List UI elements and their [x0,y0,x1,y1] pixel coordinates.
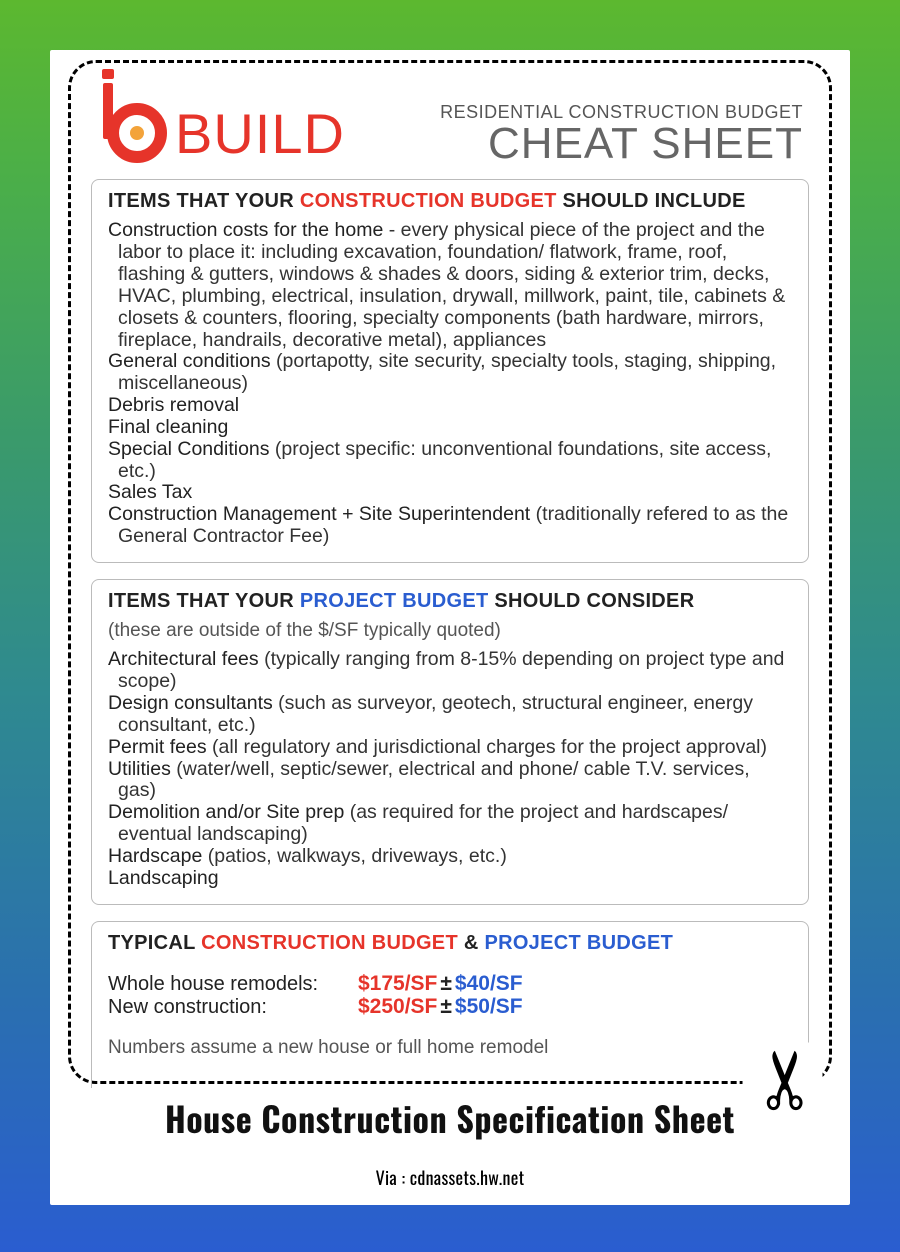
title-post: SHOULD CONSIDER [489,590,695,612]
title-accent: CONSTRUCTION BUDGET [300,190,557,212]
title-red: CONSTRUCTION BUDGET [201,932,458,954]
typical-label: Whole house remodels: [108,973,338,995]
title-accent: PROJECT BUDGET [300,590,489,612]
item-body: (patios, walkways, driveways, etc.) [202,845,507,867]
title-pre: TYPICAL [108,932,201,954]
item-lead: Demolition and/or Site prep [108,801,344,823]
title-pre: ITEMS THAT YOUR [108,590,300,612]
title-post: SHOULD INCLUDE [557,190,746,212]
value-red: $175/SF [358,972,437,995]
via-credit: Via : cdnassets.hw.net [68,1165,832,1191]
budget-item: Final cleaning [108,417,792,439]
budget-item: Utilities (water/well, septic/sewer, ele… [108,759,792,803]
budget-item: Hardscape (patios, walkways, driveways, … [108,846,792,868]
footnote: Numbers assume a new house or full home … [108,1037,792,1058]
section-title: ITEMS THAT YOUR CONSTRUCTION BUDGET SHOU… [108,190,792,212]
budget-item: Special Conditions (project specific: un… [108,439,792,483]
logo: BUILD [97,83,345,165]
typical-value: $250/SF±$50/SF [358,995,523,1019]
title-mid: & [458,932,484,954]
value-blue: $40/SF [455,972,523,995]
budget-item: Demolition and/or Site prep (as required… [108,802,792,846]
title-pre: ITEMS THAT YOUR [108,190,300,212]
budget-item: Landscaping [108,868,792,890]
value-blue: $50/SF [455,995,523,1018]
item-lead: Construction Management + Site Superinte… [108,503,530,525]
logo-text: BUILD [175,109,345,159]
budget-item: Construction costs for the home - every … [108,220,792,351]
item-lead: Hardscape [108,845,202,867]
header-main-title: CHEAT SHEET [440,123,803,165]
budget-item: Debris removal [108,395,792,417]
section-construction-budget: ITEMS THAT YOUR CONSTRUCTION BUDGET SHOU… [91,179,809,563]
budget-item: Permit fees (all regulatory and jurisdic… [108,737,792,759]
typical-row: New construction: $250/SF±$50/SF [108,995,792,1019]
item-body: (all regulatory and jurisdictional charg… [207,736,767,758]
typical-row: Whole house remodels: $175/SF±$40/SF [108,972,792,996]
header-titles: RESIDENTIAL CONSTRUCTION BUDGET CHEAT SH… [440,102,803,165]
item-lead: Special Conditions [108,438,270,460]
item-lead: Final cleaning [108,416,228,438]
item-lead: Construction costs for the home [108,219,383,241]
section-typical-budget: TYPICAL CONSTRUCTION BUDGET & PROJECT BU… [91,921,809,1089]
logo-mark-icon [97,83,169,165]
item-body: (water/well, septic/sewer, electrical an… [118,758,750,802]
budget-item: Architectural fees (typically ranging fr… [108,649,792,693]
budget-item: Sales Tax [108,482,792,504]
scissors-icon: ✂ [742,1042,822,1117]
item-lead: Landscaping [108,867,219,889]
item-lead: General conditions [108,350,271,372]
budget-item: Design consultants (such as surveyor, ge… [108,693,792,737]
section-title: TYPICAL CONSTRUCTION BUDGET & PROJECT BU… [108,932,792,954]
item-lead: Utilities [108,758,171,780]
value-red: $250/SF [358,995,437,1018]
budget-item: General conditions (portapotty, site sec… [108,351,792,395]
section-project-budget: ITEMS THAT YOUR PROJECT BUDGET SHOULD CO… [91,579,809,905]
item-lead: Permit fees [108,736,207,758]
section-note: (these are outside of the $/SF typically… [108,620,792,641]
dashed-border: BUILD RESIDENTIAL CONSTRUCTION BUDGET CH… [68,60,832,1084]
budget-item: Construction Management + Site Superinte… [108,504,792,548]
item-lead: Design consultants [108,692,273,714]
header: BUILD RESIDENTIAL CONSTRUCTION BUDGET CH… [91,83,809,165]
sheet: BUILD RESIDENTIAL CONSTRUCTION BUDGET CH… [50,50,850,1205]
item-lead: Debris removal [108,394,239,416]
page-caption: House Construction Specification Sheet [68,1092,832,1143]
typical-label: New construction: [108,996,338,1018]
section-title: ITEMS THAT YOUR PROJECT BUDGET SHOULD CO… [108,590,792,612]
item-lead: Sales Tax [108,481,192,503]
typical-value: $175/SF±$40/SF [358,972,523,996]
title-blue: PROJECT BUDGET [484,932,673,954]
item-lead: Architectural fees [108,648,259,670]
